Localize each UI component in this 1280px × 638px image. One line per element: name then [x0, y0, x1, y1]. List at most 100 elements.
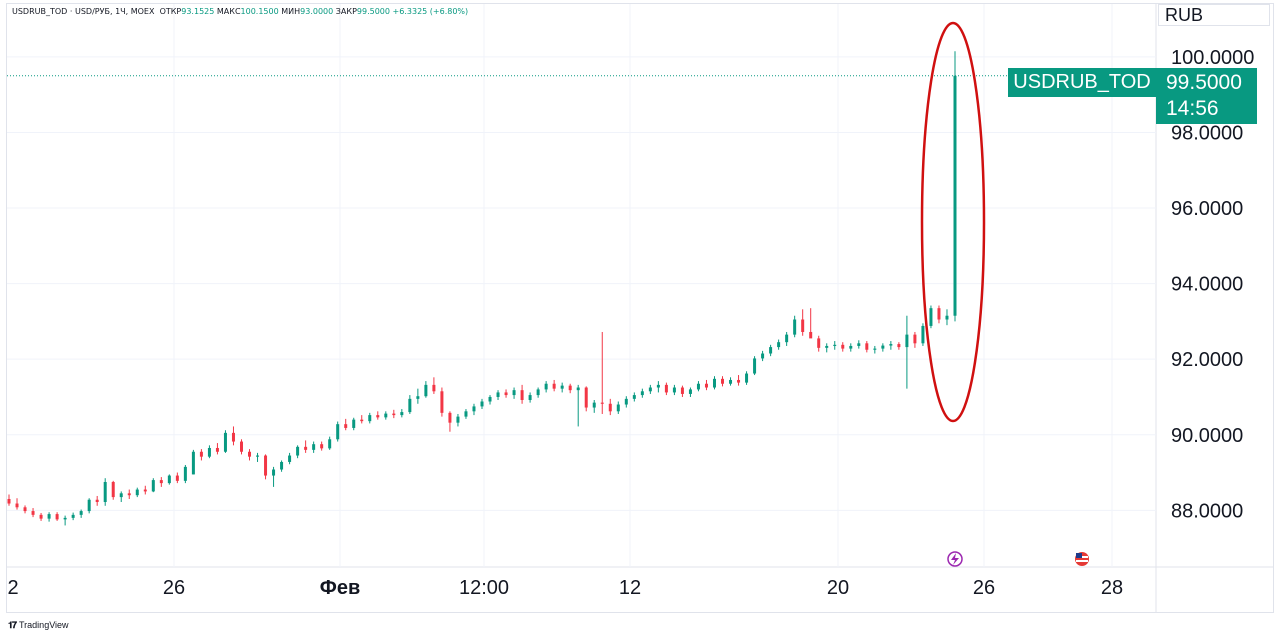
- candle-body: [199, 451, 203, 457]
- event-lightning-icon: [947, 551, 963, 567]
- candle-body: [480, 401, 484, 407]
- candle-body: [833, 344, 837, 346]
- header-interval[interactable]: 1Ч: [115, 7, 126, 16]
- candle-body: [721, 378, 725, 384]
- high-label: МАКС: [216, 7, 241, 16]
- candle-body: [809, 331, 813, 339]
- candle-body: [584, 387, 588, 408]
- candle-body: [929, 308, 933, 326]
- candle-body: [712, 378, 716, 388]
- candle-body: [239, 441, 243, 452]
- tradingview-logo[interactable]: 𝟏𝟕 TradingView: [8, 620, 69, 631]
- candle-body: [31, 511, 35, 515]
- last-price-value: 99.5000: [1166, 71, 1242, 94]
- candle-body: [552, 383, 556, 389]
- x-tick-label: 12:00: [459, 577, 509, 599]
- x-tick-label: 28: [1101, 577, 1123, 599]
- candle-body: [592, 402, 596, 408]
- candle-body: [424, 384, 428, 397]
- candle-body: [328, 439, 332, 449]
- candle-body: [857, 343, 861, 346]
- candle-body: [272, 469, 276, 476]
- candle-body: [664, 384, 668, 393]
- candle-body: [608, 403, 612, 412]
- candle-body: [264, 455, 268, 476]
- candle-body: [801, 319, 805, 332]
- candle-body: [737, 379, 741, 383]
- candle-body: [785, 334, 789, 343]
- candle-body: [143, 489, 147, 492]
- candle-body: [352, 419, 356, 428]
- candle-body: [119, 493, 123, 498]
- candle-body: [865, 343, 869, 350]
- candle-body: [520, 390, 524, 400]
- candle-body: [897, 344, 901, 348]
- candle-body: [191, 451, 195, 475]
- currency-selector[interactable]: RUB: [1158, 4, 1270, 26]
- candle-body: [312, 444, 316, 450]
- candle-body: [416, 396, 420, 399]
- candle-body: [953, 75, 957, 316]
- candle-body: [55, 514, 59, 520]
- candle-body: [111, 481, 115, 498]
- x-tick-label: 12: [619, 577, 641, 599]
- candle-body: [23, 507, 27, 512]
- header-symbol[interactable]: USDRUB_TOD: [12, 7, 68, 16]
- grid: [7, 4, 1274, 612]
- candle-body: [688, 389, 692, 394]
- candle-body: [761, 353, 765, 359]
- candle-body: [769, 347, 773, 354]
- candle-body: [945, 315, 949, 320]
- y-tick-label: 90.0000: [1171, 425, 1243, 447]
- candle-body: [296, 446, 300, 456]
- candle-body: [616, 404, 620, 412]
- candle-body: [624, 398, 628, 405]
- tradingview-mark-icon: 𝟏𝟕: [8, 620, 17, 630]
- candle-body: [488, 396, 492, 402]
- candle-body: [320, 444, 324, 449]
- open-value: 93.1525: [181, 7, 215, 16]
- candle-body: [408, 398, 412, 413]
- candle-body: [680, 387, 684, 394]
- header-exchange: MOEX: [130, 7, 155, 16]
- candle-body: [656, 384, 660, 388]
- candle-body: [849, 345, 853, 349]
- candle-body: [777, 342, 781, 348]
- candle-body: [560, 385, 564, 389]
- candle-body: [79, 511, 83, 515]
- candle-body: [440, 391, 444, 413]
- candle-body: [183, 466, 187, 481]
- y-tick-label: 96.0000: [1171, 198, 1243, 220]
- candle-body: [536, 389, 540, 396]
- candle-body: [39, 514, 43, 519]
- open-label: ОТКР: [159, 7, 182, 16]
- tradingview-wordmark: TradingView: [19, 620, 69, 630]
- candle-body: [672, 387, 676, 393]
- candle-body: [881, 345, 885, 349]
- candle-body: [456, 416, 460, 423]
- candle-body: [127, 493, 131, 496]
- candle-body: [384, 413, 388, 418]
- candle-body: [576, 387, 580, 391]
- candle-body: [937, 308, 941, 320]
- candle-body: [7, 498, 11, 504]
- high-value: 100.1500: [240, 7, 279, 16]
- candle-body: [207, 447, 211, 457]
- candle-body: [640, 391, 644, 396]
- y-tick-label: 94.0000: [1171, 274, 1243, 296]
- flag-canton-icon: [1076, 553, 1082, 558]
- candle-body: [256, 455, 260, 457]
- candle-body: [568, 385, 572, 391]
- candle-body: [223, 432, 227, 452]
- candle-body: [248, 451, 252, 457]
- flag-stripe-icon: [1076, 560, 1088, 562]
- y-tick-label: 100.0000: [1171, 47, 1254, 69]
- y-tick-label: 88.0000: [1171, 500, 1243, 522]
- candle-body: [913, 334, 917, 344]
- x-tick-label: 20: [827, 577, 849, 599]
- close-label: ЗАКР: [335, 7, 357, 16]
- y-tick-label: 98.0000: [1171, 122, 1243, 144]
- chart-panel[interactable]: [6, 3, 1274, 613]
- overlay: [7, 21, 1156, 567]
